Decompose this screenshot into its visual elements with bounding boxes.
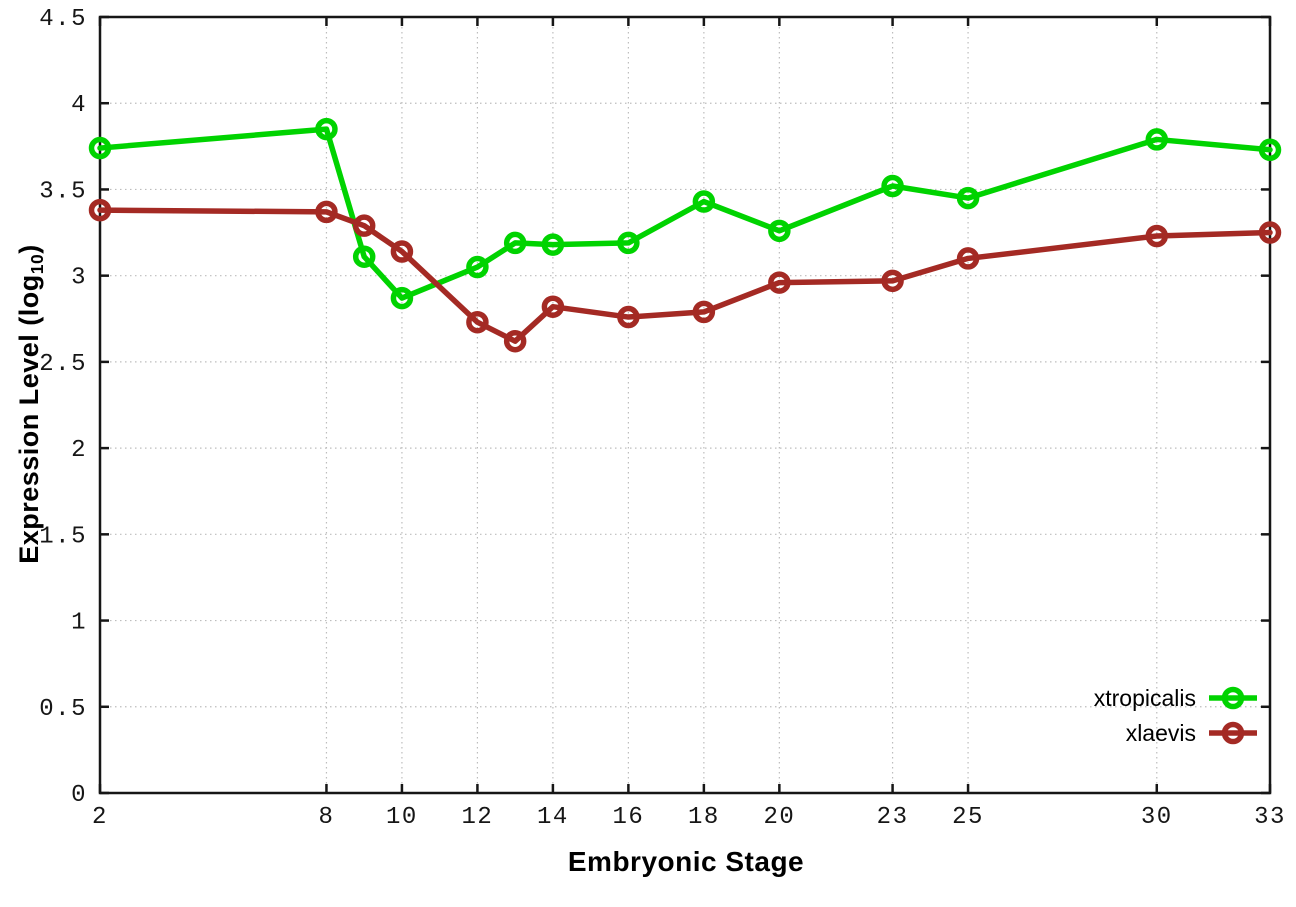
- x-tick-label: 23: [877, 804, 909, 831]
- data-point-xlaevis-stage-33: [1258, 221, 1282, 244]
- data-point-xtropicalis-stage-23: [881, 174, 904, 198]
- data-point-xlaevis-stage-16: [617, 305, 640, 329]
- y-tick-label: 0.5: [39, 696, 87, 723]
- x-tick-label: 2: [92, 804, 108, 831]
- legend-label-xtropicalis: xtropicalis: [1093, 685, 1196, 711]
- y-tick-label: 1.5: [39, 523, 87, 550]
- legend-sample-xtropicalis-icon: [1209, 686, 1257, 710]
- y-tick-label: 3.5: [39, 178, 87, 205]
- data-point-xtropicalis-stage-14: [541, 233, 565, 256]
- x-tick-label: 30: [1141, 804, 1173, 831]
- y-tick-label: 3: [71, 265, 87, 292]
- y-tick-label: 4: [71, 92, 87, 119]
- legend-item-xlaevis: xlaevis: [1126, 719, 1258, 747]
- data-point-xtropicalis-stage-20: [768, 219, 791, 243]
- data-point-xtropicalis-stage-13: [503, 231, 527, 255]
- x-tick-label: 8: [318, 804, 334, 831]
- data-point-xlaevis-stage-18: [692, 300, 716, 324]
- legend-item-xtropicalis: xtropicalis: [1094, 684, 1258, 712]
- data-point-xlaevis-stage-20: [768, 271, 791, 294]
- legend-sample-xlaevis-icon: [1209, 721, 1257, 745]
- legend-label-xlaevis: xlaevis: [1125, 720, 1196, 746]
- x-tick-label: 25: [952, 804, 984, 831]
- y-axis-title-suffix: ): [13, 244, 44, 254]
- y-axis-title: Expression Level (log10): [14, 244, 48, 564]
- data-point-xlaevis-stage-13: [503, 329, 527, 353]
- x-tick-label: 10: [386, 804, 418, 831]
- y-axis-title-text: Expression Level (log: [13, 274, 44, 564]
- y-axis-title-subscript: 10: [27, 253, 48, 275]
- y-tick-label: 0: [71, 782, 87, 809]
- x-tick-label: 16: [612, 804, 644, 831]
- data-point-xtropicalis-stage-12: [466, 255, 489, 279]
- data-point-xlaevis-stage-23: [881, 269, 904, 293]
- data-point-xlaevis-stage-9: [352, 214, 376, 237]
- data-point-xtropicalis-stage-9: [352, 245, 376, 268]
- data-point-xtropicalis-stage-33: [1258, 138, 1282, 162]
- data-point-xtropicalis-stage-25: [956, 186, 980, 210]
- x-tick-label: 20: [763, 804, 795, 831]
- y-tick-label: 1: [71, 610, 87, 637]
- data-point-xlaevis-stage-8: [315, 200, 338, 224]
- data-point-xtropicalis-stage-18: [692, 190, 716, 213]
- data-point-xtropicalis-stage-10: [390, 286, 414, 310]
- x-tick-label: 33: [1254, 804, 1286, 831]
- x-tick-label: 18: [688, 804, 720, 831]
- plot-border: [98, 15, 1272, 795]
- data-point-xlaevis-stage-14: [541, 295, 565, 318]
- y-tick-label: 4.5: [39, 6, 87, 33]
- data-point-xlaevis-stage-30: [1145, 224, 1169, 248]
- data-point-xtropicalis-stage-30: [1145, 128, 1169, 151]
- data-point-xtropicalis-stage-2: [88, 136, 112, 160]
- data-point-xlaevis-stage-25: [956, 247, 980, 270]
- data-point-xtropicalis-stage-16: [617, 231, 640, 255]
- y-tick-label: 2: [71, 437, 87, 464]
- legend: xtropicalis xlaevis: [1094, 684, 1258, 747]
- x-tick-label: 12: [462, 804, 494, 831]
- data-point-xlaevis-stage-2: [88, 198, 112, 222]
- data-point-xlaevis-stage-12: [466, 310, 489, 334]
- x-tick-label: 14: [537, 804, 569, 831]
- data-point-xlaevis-stage-10: [390, 240, 414, 263]
- x-axis-title: Embryonic Stage: [567, 846, 805, 877]
- data-point-xtropicalis-stage-8: [315, 117, 338, 141]
- y-tick-label: 2.5: [39, 351, 87, 378]
